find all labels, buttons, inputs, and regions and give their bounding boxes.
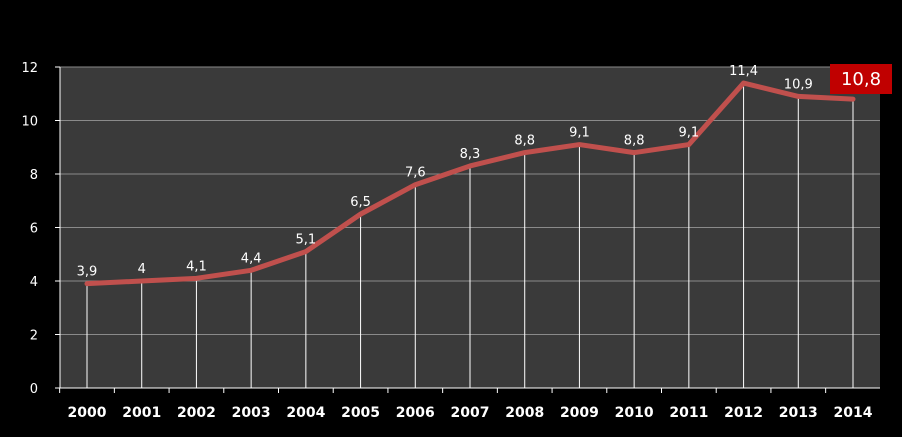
data-label: 8,8: [624, 134, 645, 149]
data-point: [851, 97, 855, 102]
data-point: [686, 142, 691, 147]
data-label: 4,4: [241, 251, 262, 266]
data-points: [85, 81, 855, 286]
data-label: 5,1: [296, 233, 317, 248]
data-labels: 3,9 4 4,1 4,4 5,1 6,5 7,6 8,3 8,8 9,1 8,8 9,1 11,4 10…: [77, 64, 892, 280]
x-tick-label: 2011: [669, 405, 708, 421]
x-tick-label: 2013: [779, 405, 818, 421]
data-label: 3,9: [77, 265, 98, 280]
data-label: 8,8: [514, 134, 535, 149]
x-tick-label: 2005: [341, 405, 380, 421]
data-point: [194, 276, 199, 281]
data-label: 9,1: [569, 126, 590, 141]
y-axis-ticks: 0 2 4 6 8 10 12: [21, 61, 60, 397]
y-tick-label: 2: [30, 329, 38, 344]
data-point: [632, 150, 637, 155]
data-label: 10,9: [784, 77, 813, 92]
x-tick-label: 2003: [232, 405, 271, 421]
y-tick-label: 12: [21, 61, 38, 76]
data-label: 6,5: [350, 195, 371, 210]
x-tick-label: 2012: [724, 405, 763, 421]
highlight-label: 10,8: [841, 69, 881, 90]
data-point: [741, 81, 746, 86]
x-tick-label: 2014: [834, 405, 873, 421]
data-point: [522, 150, 527, 155]
data-label: 11,4: [729, 64, 758, 79]
data-point: [577, 142, 582, 147]
y-tick-label: 6: [30, 222, 38, 237]
y-tick-label: 4: [30, 275, 38, 290]
data-point: [139, 279, 144, 283]
data-point: [468, 163, 472, 168]
x-tick-label: 2009: [560, 405, 599, 421]
y-tick-label: 10: [21, 115, 38, 130]
y-tick-label: 0: [30, 382, 38, 397]
x-tick-label: 2000: [68, 405, 107, 421]
y-tick-label: 8: [30, 168, 38, 183]
data-label: 7,6: [405, 166, 426, 181]
x-axis-ticks: 2000 2001 2002 2003 2004 2005 2006 2007 2008 2009…: [59, 388, 873, 421]
data-label: 4,1: [186, 259, 207, 274]
data-point: [303, 249, 308, 254]
data-label: 9,1: [679, 126, 700, 141]
drop-lines: [86, 83, 854, 388]
data-point: [796, 94, 801, 99]
x-tick-label: 2001: [122, 405, 161, 421]
data-label: 4: [138, 262, 146, 277]
highlight-label-box: [830, 64, 892, 94]
x-tick-label: 2006: [396, 405, 435, 421]
x-tick-label: 2010: [615, 405, 654, 421]
data-label: 8,3: [460, 147, 481, 162]
data-point: [249, 268, 254, 273]
data-point: [413, 182, 418, 187]
x-tick-label: 2008: [505, 405, 544, 421]
x-tick-label: 2002: [177, 405, 216, 421]
data-point: [85, 281, 89, 286]
x-tick-label: 2007: [451, 405, 490, 421]
data-point: [358, 212, 363, 217]
x-tick-label: 2004: [286, 405, 325, 421]
